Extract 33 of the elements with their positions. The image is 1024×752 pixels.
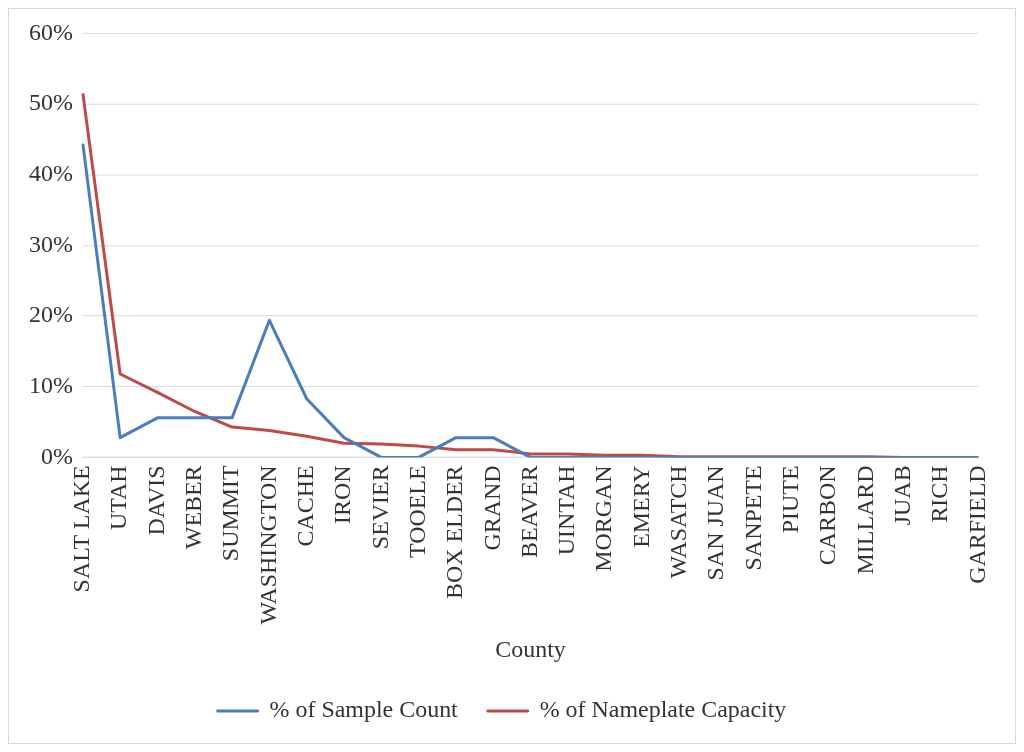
- x-tick-label: WEBER: [180, 465, 207, 550]
- x-tick-label: PIUTE: [777, 465, 804, 534]
- x-tick-label: BOX ELDER: [441, 465, 468, 600]
- x-tick-label: WASATCH: [665, 465, 692, 579]
- x-axis-title: County: [495, 636, 566, 663]
- y-tick-label: 40%: [28, 159, 73, 186]
- x-tick-label: BEAVER: [515, 465, 542, 559]
- x-tick-label: CACHE: [291, 465, 318, 547]
- x-tick-label: RICH: [926, 465, 953, 523]
- y-tick-label: 30%: [28, 230, 73, 257]
- x-tick-label: UINTAH: [553, 465, 580, 556]
- x-tick-label: EMERY: [627, 465, 654, 548]
- legend-label: % of Sample Count: [269, 696, 459, 723]
- x-tick-label: JUAB: [888, 465, 915, 526]
- x-tick-label: CARBON: [814, 465, 841, 566]
- x-tick-label: TOOELE: [403, 465, 430, 559]
- x-tick-label: SEVIER: [366, 465, 393, 550]
- x-tick-label: GARFIELD: [963, 465, 990, 584]
- x-tick-label: UTAH: [105, 465, 132, 530]
- x-tick-label: GRAND: [478, 465, 505, 551]
- y-tick-label: 50%: [28, 89, 73, 116]
- y-tick-label: 10%: [28, 372, 73, 399]
- y-tick-label: 60%: [28, 18, 73, 45]
- x-tick-label: DAVIS: [142, 465, 169, 536]
- x-tick-label: SUMMIT: [217, 465, 244, 562]
- y-tick-label: 20%: [28, 301, 73, 328]
- x-tick-label: IRON: [329, 465, 356, 524]
- x-tick-label: MORGAN: [590, 465, 617, 572]
- legend-label: % of Nameplate Capacity: [539, 696, 787, 723]
- x-tick-label: SANPETE: [739, 465, 766, 571]
- x-tick-label: WASHINGTON: [254, 465, 281, 625]
- x-tick-label: MILLARD: [851, 465, 878, 575]
- x-tick-label: SAN JUAN: [702, 465, 729, 581]
